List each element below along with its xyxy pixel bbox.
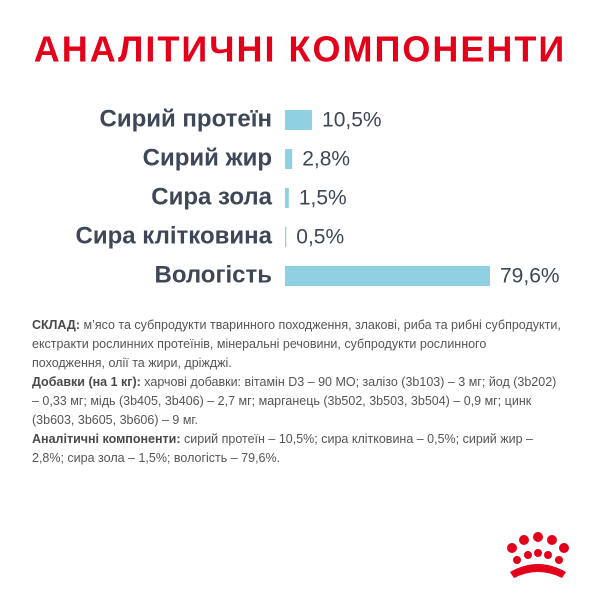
category-label: Сирий жир (143, 144, 272, 171)
bar (285, 266, 490, 286)
category-label: Сира клітковина (76, 222, 273, 249)
category-label: Сирий протеїн (100, 105, 273, 132)
value-label: 0,5% (296, 226, 344, 249)
value-label: 2,8% (302, 148, 350, 171)
paragraph: Аналітичні компоненти: сирий протеїн – 1… (32, 430, 562, 468)
bar (285, 110, 313, 130)
bar (285, 188, 289, 208)
value-label: 1,5% (299, 187, 347, 210)
bar (285, 227, 287, 247)
category-label: Вологість (154, 261, 272, 288)
chart-title: АНАЛІТИЧНІ КОМПОНЕНТИ (34, 29, 567, 70)
paragraph-label: СКЛАД: (32, 318, 80, 332)
paragraph: Добавки (на 1 кг): харчові добавки: віта… (32, 373, 562, 430)
paragraph-text: харчові добавки: вітамін D3 – 90 МО; зал… (32, 375, 557, 427)
category-label: Сира зола (151, 183, 272, 210)
composition: СКЛАД: м’ясо та субпродукти тваринного п… (32, 316, 562, 468)
paragraph-label: Аналітичні компоненти: (32, 432, 181, 446)
bar (285, 149, 293, 169)
value-label: 79,6% (500, 265, 560, 288)
value-label: 10,5% (322, 109, 382, 132)
paragraph-text: сирий протеїн – 10,5%; сира клітковина –… (32, 432, 533, 465)
paragraph-label: Добавки (на 1 кг): (32, 375, 141, 389)
logo (507, 532, 569, 578)
paragraph-text: м’ясо та субпродукти тваринного походжен… (32, 318, 561, 370)
paragraph: СКЛАД: м’ясо та субпродукти тваринного п… (32, 316, 562, 373)
